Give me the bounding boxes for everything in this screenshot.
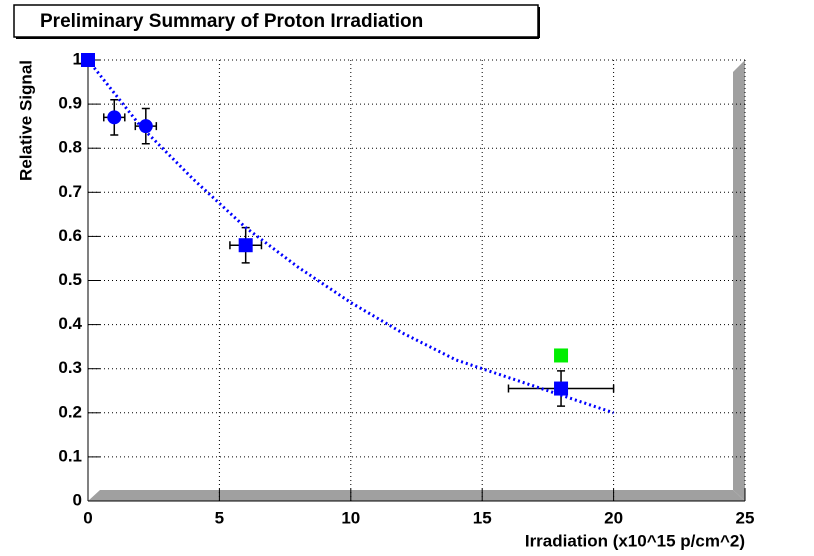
frame-shadow	[88, 490, 745, 501]
title-box	[13, 4, 539, 38]
point	[554, 348, 569, 363]
y-tick-label: 0.5	[58, 270, 82, 289]
x-tick-label: 10	[341, 508, 360, 527]
x-tick-label: 0	[83, 508, 92, 527]
point	[107, 110, 122, 125]
chart-title: Preliminary Summary of Proton Irradiatio…	[40, 11, 423, 32]
y-tick-label: 0.3	[58, 358, 82, 377]
point	[238, 238, 253, 253]
x-tick-label: 5	[215, 508, 224, 527]
x-tick-label: 25	[736, 508, 755, 527]
y-tick-label: 0.7	[58, 182, 82, 201]
y-axis-title: Relative Signal	[16, 60, 35, 181]
y-tick-label: 0.9	[58, 94, 82, 113]
y-tick-label: 0.1	[58, 446, 82, 465]
y-tick-label: 0.4	[58, 314, 82, 333]
frame-shadow	[733, 60, 745, 501]
x-axis-title: Irradiation (x10^15 p/cm^2)	[525, 531, 745, 550]
x-tick-label: 15	[473, 508, 492, 527]
y-tick-label: 0.8	[58, 138, 82, 157]
point	[554, 381, 569, 396]
plot-area: 0 5 10 15 20 25 0 0.1 0.2 0.3 0.4 0.5 0.6 0.7 0.8 0.9 1	[58, 49, 754, 527]
y-tick-label: 1	[73, 49, 82, 68]
y-tick-label: 0	[73, 490, 82, 509]
y-tick-label: 0.6	[58, 226, 82, 245]
y-tick-label: 0.2	[58, 402, 82, 421]
x-tick-label: 20	[604, 508, 623, 527]
point	[138, 119, 153, 134]
